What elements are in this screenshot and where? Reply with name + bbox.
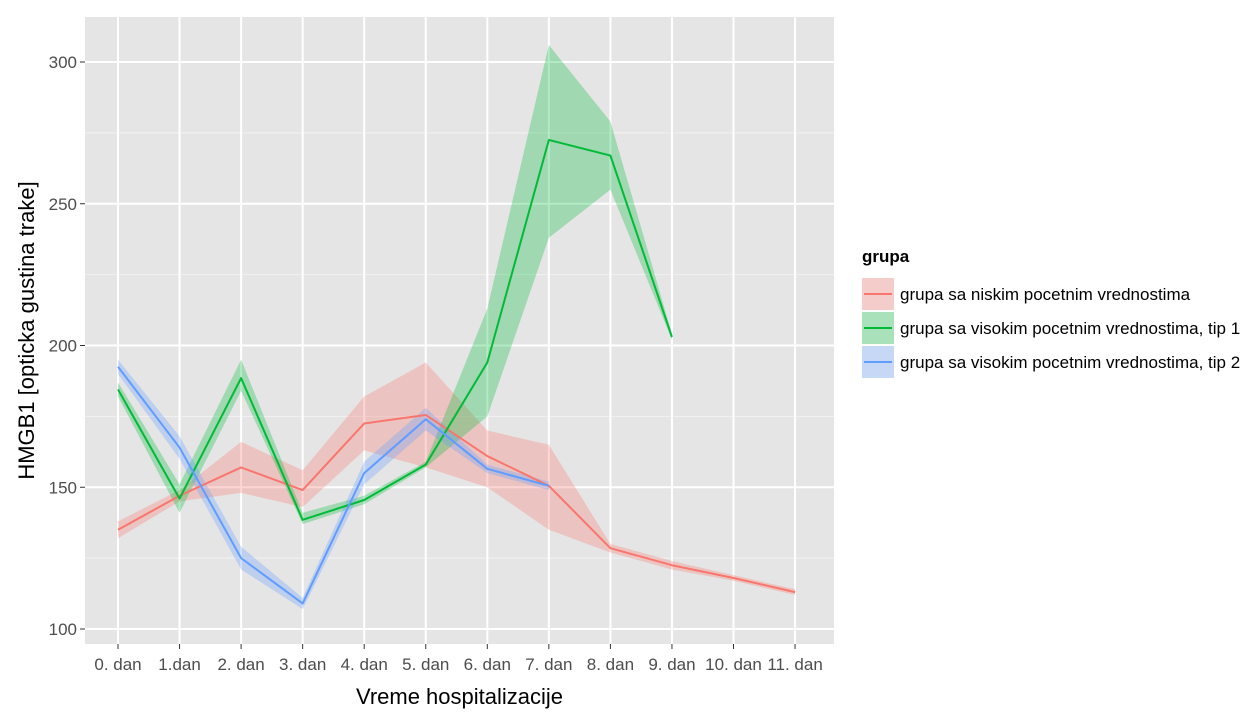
y-axis-title: HMGB1 [opticka gustina trake] bbox=[14, 181, 39, 479]
grid bbox=[85, 17, 834, 644]
x-tick-label: 2. dan bbox=[217, 655, 264, 674]
x-tick-label: 6. dan bbox=[464, 655, 511, 674]
x-tick-label: 8. dan bbox=[587, 655, 634, 674]
legend-label: grupa sa visokim pocetnim vrednostima, t… bbox=[900, 353, 1240, 372]
x-tick-label: 1.dan bbox=[158, 655, 201, 674]
legend-label: grupa sa niskim pocetnim vrednostima bbox=[900, 285, 1191, 304]
series-lines bbox=[117, 138, 796, 605]
series-line bbox=[117, 413, 796, 594]
confidence-band bbox=[118, 44, 672, 525]
y-tick-label: 150 bbox=[49, 478, 77, 497]
x-tick-label: 7. dan bbox=[525, 655, 572, 674]
x-axis-title: Vreme hospitalizacije bbox=[356, 684, 563, 709]
x-tick-label: 5. dan bbox=[402, 655, 449, 674]
legend: grupa grupa sa niskim pocetnim vrednosti… bbox=[862, 247, 1240, 378]
x-tick-label: 9. dan bbox=[648, 655, 695, 674]
y-tick-label: 100 bbox=[49, 620, 77, 639]
y-tick-label: 250 bbox=[49, 195, 77, 214]
x-tick-label: 10. dan bbox=[705, 655, 762, 674]
x-tick-label: 4. dan bbox=[341, 655, 388, 674]
confidence-band bbox=[118, 362, 796, 595]
x-tick-label: 0. dan bbox=[94, 655, 141, 674]
x-axis: 0. dan 1.dan 2. dan 3. dan 4. dan 5. dan 6. da… bbox=[94, 644, 823, 674]
x-tick-label: 3. dan bbox=[279, 655, 326, 674]
y-tick-label: 300 bbox=[49, 53, 77, 72]
series-line bbox=[117, 366, 550, 605]
x-tick-label: 11. dan bbox=[767, 655, 822, 674]
y-tick-label: 200 bbox=[49, 337, 77, 356]
plot-panel bbox=[85, 17, 834, 644]
legend-label: grupa sa visokim pocetnim vrednostima, t… bbox=[900, 319, 1240, 338]
series-line bbox=[117, 138, 673, 521]
legend-title: grupa bbox=[862, 247, 910, 266]
y-axis: 100 150 200 250 300 bbox=[49, 53, 85, 639]
